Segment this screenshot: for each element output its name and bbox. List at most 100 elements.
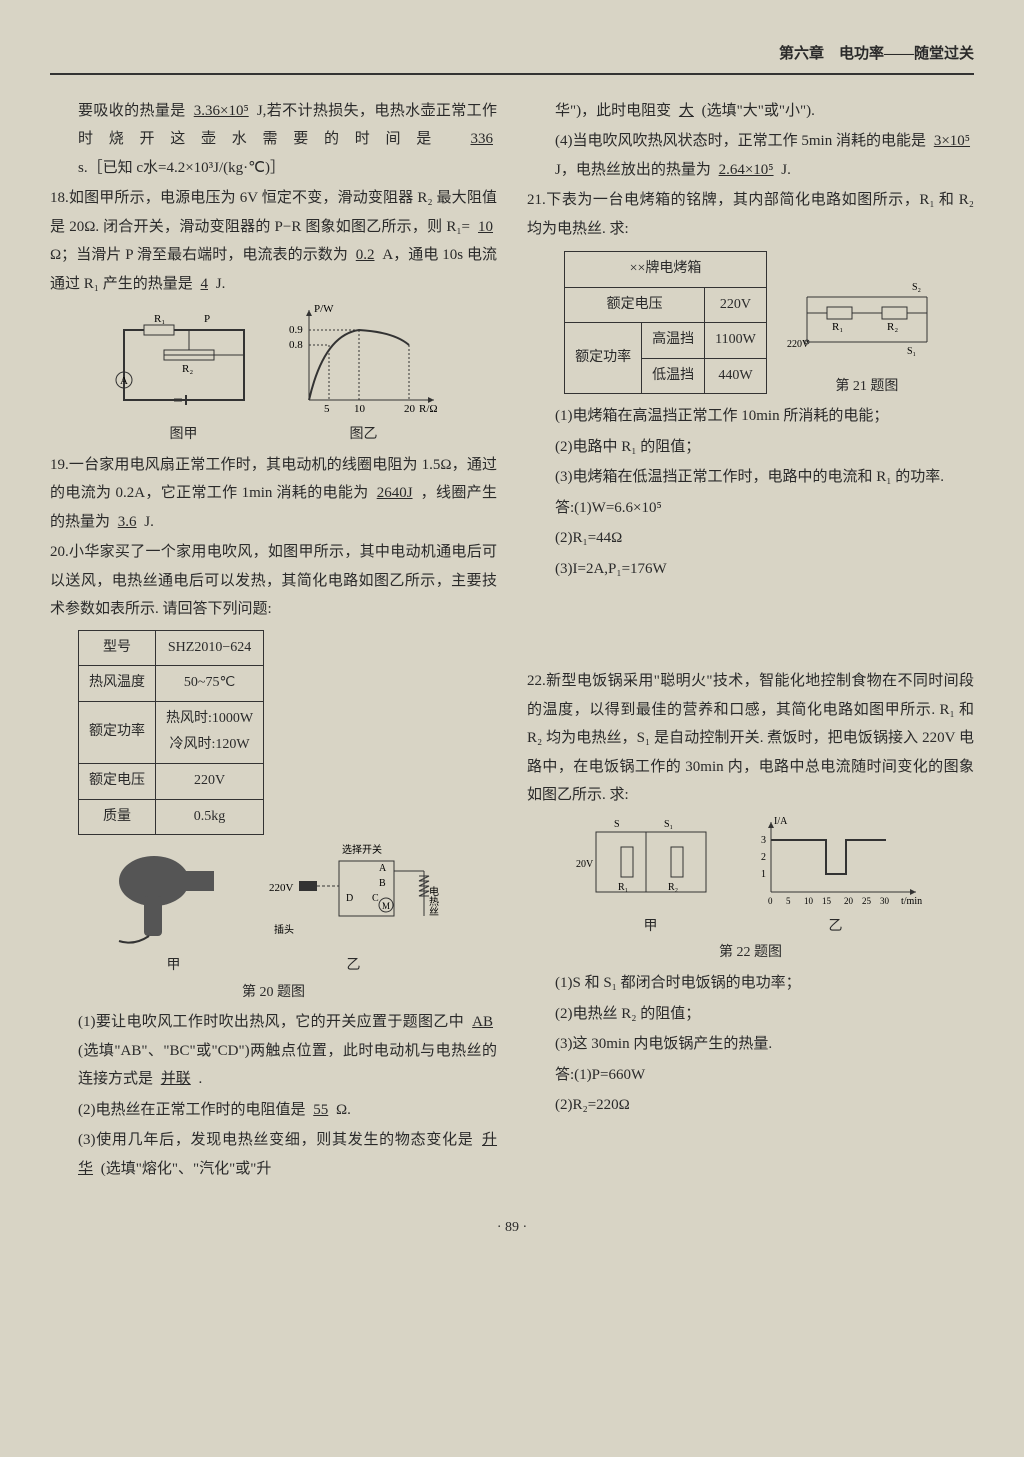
q22-intro: 22.新型电饭锅采用"聪明火"技术，智能化地控制食物在不同时间段的温度，以得到最… xyxy=(527,667,974,810)
text: 要吸收的热量是 xyxy=(78,103,186,119)
text: (选填"熔化"、"汽化"或"升 xyxy=(101,1161,272,1177)
answer: AB xyxy=(468,1014,497,1030)
text: Ω；当滑片 P 滑至最右端时，电流表的示数为 xyxy=(50,247,348,263)
cell: 额定功率 xyxy=(565,323,642,394)
svg-text:220V: 220V xyxy=(787,339,810,350)
text: J，电热丝放出的热量为 xyxy=(555,162,711,178)
svg-text:S₂: S₂ xyxy=(912,282,921,293)
answer: 0.2 xyxy=(352,247,379,263)
caption-yi: 乙 xyxy=(264,953,444,980)
label-r1: R₁ xyxy=(154,313,165,325)
caption-jia: 甲 xyxy=(576,914,726,941)
text: (3)使用几年后，发现电热丝变细，则其发生的物态变化是 xyxy=(78,1132,474,1148)
q20-spec-table: 型号SHZ2010−624 热风温度50~75℃ 额定功率热风时:1000W 冷… xyxy=(78,630,264,836)
svg-text:S₁: S₁ xyxy=(907,346,916,357)
text: . xyxy=(199,1071,203,1087)
svg-text:10: 10 xyxy=(354,403,366,415)
svg-text:20: 20 xyxy=(844,896,854,906)
q20-circuit-diagram: 220V 插头 选择开关 A B C D M xyxy=(264,841,444,980)
svg-text:电热丝: 电热丝 xyxy=(426,885,438,916)
svg-text:0.8: 0.8 xyxy=(289,339,303,351)
cell: 220V xyxy=(705,287,767,323)
figure-caption: 第 21 题图 xyxy=(787,374,947,401)
svg-text:15: 15 xyxy=(822,896,832,906)
q18-graph: P/W R/Ω 0.9 0.8 5 10 20 图乙 xyxy=(284,300,444,449)
q22-p1: (1)S 和 S₁ 都闭合时电饭锅的电功率； xyxy=(527,969,974,998)
answer: 10 xyxy=(474,219,497,235)
q21-a2: (2)R₁=44Ω xyxy=(527,524,974,553)
cell: 额定功率 xyxy=(79,701,156,763)
answer: 55 xyxy=(309,1102,332,1118)
caption-jia: 甲 xyxy=(104,953,244,980)
text: 新型电饭锅采用"聪明火"技术，智能化地控制食物在不同时间段的温度，以得到最佳的营… xyxy=(527,673,974,803)
q22-graph: I/A t/min 1 2 3 0 5 10 15 20 25 30 xyxy=(746,812,926,941)
svg-text:220V: 220V xyxy=(576,859,594,870)
cell: 高温挡 xyxy=(642,323,705,359)
text: 小华家买了一个家用电吹风，如图甲所示，其中电动机通电后可以送风，电热丝通电后可以… xyxy=(50,544,497,617)
text: 如图甲所示，电源电压为 6V 恒定不变，滑动变阻器 R₂ 最大阻值是 20Ω. … xyxy=(50,190,497,235)
svg-text:5: 5 xyxy=(786,896,791,906)
svg-text:t/min: t/min xyxy=(901,896,922,907)
q18: 18.如图甲所示，电源电压为 6V 恒定不变，滑动变阻器 R₂ 最大阻值是 20… xyxy=(50,184,497,298)
text: (2)电热丝在正常工作时的电阻值是 xyxy=(78,1102,306,1118)
text: 华")，此时电阻变 xyxy=(555,103,671,119)
cell: 型号 xyxy=(79,630,156,666)
text: Ω. xyxy=(336,1102,351,1118)
q21-answers: 答:(1)W=6.6×10⁵ xyxy=(527,494,974,523)
svg-text:0: 0 xyxy=(768,896,773,906)
q17-continuation: 要吸收的热量是 3.36×10⁵ J,若不计热损失，电热水壶正常工作时烧开这壶水… xyxy=(50,97,497,183)
q20-p4: (4)当电吹风吹热风状态时，正常工作 5min 消耗的电能是 3×10⁵ J，电… xyxy=(527,127,974,184)
text: (选填"大"或"小"). xyxy=(702,103,815,119)
svg-text:R₂: R₂ xyxy=(668,882,678,893)
svg-text:R/Ω: R/Ω xyxy=(419,403,438,415)
question-number: 22. xyxy=(527,667,546,696)
answer: (1)P=660W xyxy=(574,1067,645,1083)
svg-text:220V: 220V xyxy=(269,882,294,894)
cell: 1100W xyxy=(705,323,767,359)
q21-p2: (2)电路中 R₁ 的阻值； xyxy=(527,433,974,462)
question-number: 20. xyxy=(50,538,69,567)
q20-p3: (3)使用几年后，发现电热丝变细，则其发生的物态变化是 升华 (选填"熔化"、"… xyxy=(50,1126,497,1183)
cell: 热风温度 xyxy=(79,666,156,702)
q22-p3: (3)这 30min 内电饭锅产生的热量. xyxy=(527,1030,974,1059)
answer: 3×10⁵ xyxy=(930,133,974,149)
svg-text:B: B xyxy=(379,878,386,889)
q21-p1: (1)电烤箱在高温挡正常工作 10min 所消耗的电能； xyxy=(527,402,974,431)
question-number: 18. xyxy=(50,184,69,213)
text: J. xyxy=(144,514,154,530)
cell: 440W xyxy=(705,358,767,394)
svg-text:3: 3 xyxy=(761,835,766,846)
svg-text:S: S xyxy=(614,819,620,830)
svg-text:2: 2 xyxy=(761,852,766,863)
svg-text:插头: 插头 xyxy=(274,923,294,936)
svg-text:S₁: S₁ xyxy=(664,819,673,830)
cell: 0.5kg xyxy=(156,799,264,835)
q21-a3: (3)I=2A,P₁=176W xyxy=(527,555,974,584)
q20-p2: (2)电热丝在正常工作时的电阻值是 55 Ω. xyxy=(50,1096,497,1125)
q20-hairdryer-image: 甲 xyxy=(104,841,244,980)
svg-text:20: 20 xyxy=(404,403,416,415)
svg-text:R₂: R₂ xyxy=(887,321,898,333)
answer: 3.6 xyxy=(114,514,141,530)
q21-circuit-diagram: R₁ R₂ S₂ S₁ 220V 第 21 题图 xyxy=(787,272,947,401)
svg-text:0.9: 0.9 xyxy=(289,324,303,336)
page-header: 第六章 电功率——随堂过关 xyxy=(50,40,974,75)
q21-p3: (3)电烤箱在低温挡正常工作时，电路中的电流和 R₁ 的功率. xyxy=(527,463,974,492)
caption-yi: 乙 xyxy=(746,914,926,941)
svg-text:A: A xyxy=(379,863,387,874)
svg-text:D: D xyxy=(346,893,353,904)
svg-text:10: 10 xyxy=(804,896,814,906)
answer: 336 xyxy=(467,131,498,147)
caption-jia: 图甲 xyxy=(104,422,264,449)
cell: 额定电压 xyxy=(565,287,705,323)
answer: 4 xyxy=(197,276,213,292)
text: 下表为一台电烤箱的铭牌，其内部简化电路如图所示，R₁ 和 R₂ 均为电热丝. 求… xyxy=(527,192,974,237)
answer: 大 xyxy=(675,103,698,119)
answer: 2.64×10⁵ xyxy=(715,162,778,178)
question-number: 21. xyxy=(527,186,546,215)
right-column: 华")，此时电阻变 大 (选填"大"或"小"). (4)当电吹风吹热风状态时，正… xyxy=(527,95,974,1186)
q20-p1: (1)要让电吹风工作时吹出热风，它的开关应置于题图乙中 AB (选填"AB"、"… xyxy=(50,1008,497,1094)
page-number: · 89 · xyxy=(50,1215,974,1242)
q18-circuit-diagram: R₁ R₂ P A 图甲 xyxy=(104,310,264,449)
svg-text:5: 5 xyxy=(324,403,330,415)
